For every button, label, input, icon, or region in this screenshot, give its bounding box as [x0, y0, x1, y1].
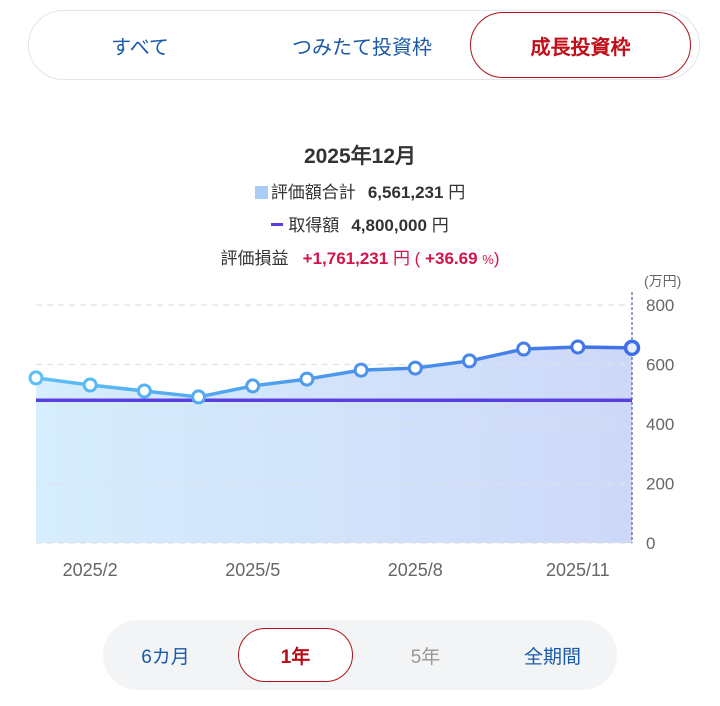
period-5y: 5年: [410, 646, 441, 668]
account-type-tabs: すべて つみたて投資枠 成長投資枠: [28, 10, 700, 80]
period-title: 2025年12月: [303, 145, 417, 168]
data-point: [82, 377, 98, 393]
data-point: [136, 383, 152, 399]
y-tick-label: 0: [646, 534, 655, 553]
data-point: [407, 360, 423, 376]
valuation-legend-swatch: [254, 186, 268, 199]
y-unit-label: (万円): [644, 273, 681, 289]
data-point: [570, 339, 586, 355]
data-point: [299, 371, 315, 387]
period-6m[interactable]: 6カ月: [141, 646, 190, 668]
tab-all[interactable]: すべて: [111, 36, 169, 59]
data-point: [623, 339, 641, 357]
data-point: [461, 353, 477, 369]
percent-sign: %: [482, 252, 494, 267]
tab-tsumitate[interactable]: つみたて投資枠: [292, 36, 432, 59]
data-point: [28, 370, 44, 386]
y-tick-label: 200: [646, 475, 674, 494]
valuation-line: [35, 345, 633, 399]
acquisition-value: 4,800,000: [351, 216, 427, 235]
paren-close: ): [493, 249, 500, 268]
x-tick-label: 2025/2: [63, 560, 118, 580]
y-tick-label: 400: [646, 415, 674, 434]
period-selector: 6カ月 1年 5年 全期間: [103, 620, 617, 690]
tab-growth[interactable]: 成長投資枠: [470, 12, 691, 78]
acquisition-label: 取得額: [288, 216, 340, 235]
y-tick-label: 800: [646, 296, 674, 315]
data-point: [191, 389, 207, 405]
gain-percent: +36.69: [425, 249, 478, 268]
gain-row: 評価損益 +1,761,231 円 ( +36.69 %): [0, 244, 720, 269]
gain-value: +1,761,231: [302, 249, 389, 268]
period-all[interactable]: 全期間: [523, 646, 581, 668]
valuation-chart[interactable]: 0 200 400 600 800 (万円) 2025/2 2025/5 2025/8 2025/…: [0, 270, 720, 590]
paren-open: (: [414, 249, 421, 268]
x-tick-label: 2025/8: [388, 560, 443, 580]
period-1y[interactable]: 1年: [238, 628, 353, 682]
currency: 円: [431, 216, 449, 235]
acquisition-legend-line: [271, 223, 284, 226]
acquisition-row: 取得額 4,800,000 円: [0, 211, 720, 236]
data-point: [353, 362, 369, 378]
y-tick-label: 600: [646, 356, 674, 375]
currency: 円: [448, 183, 466, 202]
valuation-value: 6,561,231: [367, 183, 444, 202]
gain-label: 評価損益: [220, 249, 289, 268]
x-tick-label: 2025/11: [546, 560, 610, 580]
valuation-label: 評価額合計: [270, 183, 356, 202]
data-point: [516, 341, 532, 357]
valuation-row: 評価額合計 6,561,231 円: [0, 178, 720, 203]
x-tick-label: 2025/5: [225, 560, 280, 580]
gain-currency: 円: [392, 249, 410, 268]
data-point: [245, 378, 261, 394]
